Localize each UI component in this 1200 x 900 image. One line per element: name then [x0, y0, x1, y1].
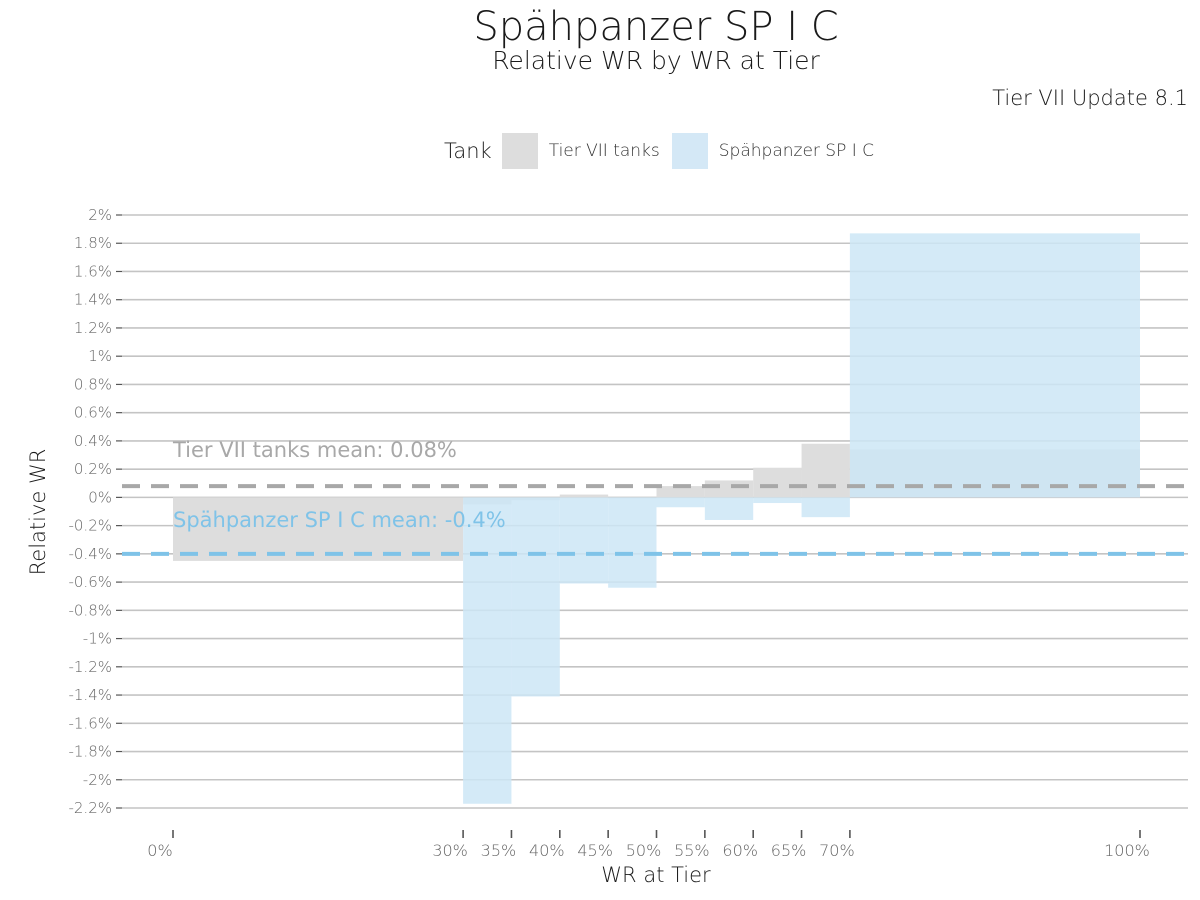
bars-tank: [463, 233, 1140, 804]
x-tick-label: 35%: [481, 841, 517, 860]
bar-tank-65-70: [801, 497, 850, 518]
x-tick-label: 70%: [819, 841, 855, 860]
bar-tier-tanks-65-70: [801, 443, 850, 498]
y-tick-label: 1.2%: [74, 319, 112, 337]
y-tick-label: 1.6%: [74, 262, 112, 280]
x-tick-label: 40%: [529, 841, 565, 860]
bar-tank-35-40: [511, 497, 560, 697]
x-tick-label: 45%: [577, 841, 613, 860]
y-tick-label: -1.2%: [68, 658, 112, 676]
bar-tank-50-55: [656, 497, 705, 508]
mean-lines: Tier VII tanks mean: 0.08% Spähpanzer SP …: [122, 438, 1188, 556]
bar-tank-40-45: [559, 497, 609, 584]
y-tick-label: -1.8%: [68, 743, 112, 761]
y-tick-label: -0.2%: [68, 517, 112, 535]
y-tick-label: -2.2%: [68, 799, 112, 817]
y-axis-ticks: 2% 1.8% 1.6% 1.4% 1.2% 1% 0.8% 0.6% 0.4% 0.2% 0% -0…: [68, 206, 122, 817]
x-tick-label: 65%: [771, 841, 807, 860]
y-tick-label: 0.4%: [74, 432, 112, 450]
legend-item-tier-tanks: Tier VII tanks: [501, 133, 660, 169]
bar-tank-60-65: [753, 497, 802, 504]
y-tick-label: -1%: [83, 630, 112, 648]
y-tick-label: -2%: [83, 771, 112, 789]
mean-label-tier-tanks: Tier VII tanks mean: 0.08%: [172, 438, 457, 462]
legend-swatch-tier-tanks: [501, 133, 538, 169]
bar-tier-tanks-55-60: [704, 480, 754, 498]
y-tick-label: -0.4%: [68, 545, 112, 563]
bar-tier-tanks-40-45: [559, 494, 609, 498]
x-tick-label: 50%: [626, 841, 662, 860]
legend-item-tank: Spähpanzer SP I C: [671, 133, 875, 169]
bar-tank-45-50: [608, 497, 657, 588]
x-tick-label: 100%: [1104, 841, 1150, 860]
mean-label-tank: Spähpanzer SP I C mean: -0.4%: [173, 508, 506, 532]
y-tick-label: 0%: [88, 488, 112, 506]
x-tick-label: 0%: [147, 841, 172, 860]
legend-label-tank: Spähpanzer SP I C: [718, 141, 875, 161]
legend-label-tier-tanks: Tier VII tanks: [548, 141, 660, 161]
legend: Tank Tier VII tanks Spähpanzer SP I C: [444, 133, 886, 169]
y-tick-label: 1%: [88, 347, 112, 365]
y-tick-label: 0.2%: [74, 460, 112, 478]
y-axis-title: Relative WR: [26, 449, 50, 576]
y-tick-label: -0.6%: [68, 573, 112, 591]
x-tick-label: 60%: [722, 841, 758, 860]
y-tick-label: 0.8%: [74, 375, 112, 393]
legend-swatch-tank: [671, 133, 708, 169]
x-axis-ticks: 0% 30% 35% 40% 45% 50% 55% 60% 65% 70% 100%: [147, 830, 1150, 860]
x-axis-title: WR at Tier: [601, 863, 711, 887]
y-tick-label: 2%: [88, 206, 112, 224]
chart-caption: Tier VII Update 8.1: [992, 86, 1188, 110]
y-tick-label: 0.6%: [74, 404, 112, 422]
x-tick-label: 55%: [674, 841, 710, 860]
y-tick-label: -1.4%: [68, 686, 112, 704]
bar-tank-30-35: [463, 497, 512, 804]
chart-subtitle: Relative WR by WR at Tier: [492, 46, 820, 75]
y-tick-label: -1.6%: [68, 714, 112, 732]
y-tick-label: 1.8%: [74, 234, 112, 252]
bar-tier-tanks-60-65: [753, 467, 802, 498]
bar-tank-70-100: [849, 233, 1140, 498]
x-tick-label: 30%: [432, 841, 468, 860]
chart-title: Spähpanzer SP I C: [473, 4, 839, 50]
y-tick-label: -0.8%: [68, 601, 112, 619]
bar-tank-55-60: [704, 497, 754, 520]
bar-tier-tanks-0-30: [173, 497, 464, 561]
bar-tier-tanks-50-55: [656, 486, 705, 498]
y-tick-label: 1.4%: [74, 291, 112, 309]
legend-title: Tank: [444, 139, 492, 163]
